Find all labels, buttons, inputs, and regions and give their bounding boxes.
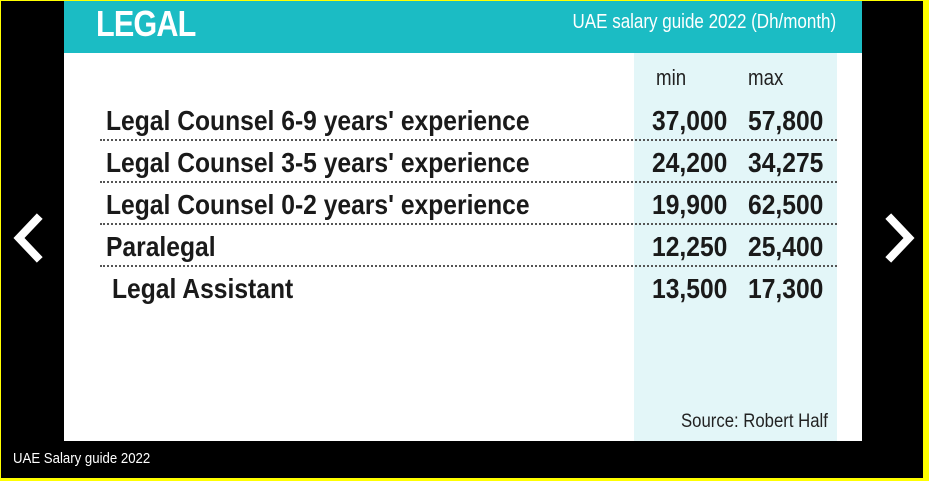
next-slide-button[interactable] (879, 213, 919, 263)
table-row: Legal Assistant 13,500 17,300 (100, 267, 837, 309)
table-row: Legal Counsel 3-5 years' experience 24,2… (100, 141, 837, 183)
slide-image: LEGAL UAE salary guide 2022 (Dh/month) m… (64, 1, 862, 441)
row-min-value: 12,250 (652, 231, 728, 262)
table-row: Paralegal 12,250 25,400 (100, 225, 837, 267)
row-label: Legal Counsel 3-5 years' experience (106, 147, 530, 178)
column-header-max: max (748, 65, 784, 90)
chevron-right-icon (885, 213, 915, 263)
table-row: Legal Counsel 0-2 years' experience 19,9… (100, 183, 837, 225)
slide-title: LEGAL (96, 3, 196, 44)
row-min-value: 13,500 (652, 273, 728, 304)
row-label: Legal Counsel 6-9 years' experience (106, 105, 530, 136)
row-label: Legal Counsel 0-2 years' experience (106, 189, 530, 220)
chevron-left-icon (13, 213, 43, 263)
slide-caption: UAE Salary guide 2022 (13, 450, 151, 467)
row-max-value: 25,400 (748, 231, 824, 262)
row-max-value: 17,300 (748, 273, 824, 304)
row-min-value: 19,900 (652, 189, 728, 220)
row-max-value: 62,500 (748, 189, 824, 220)
source-note: Source: Robert Half (681, 411, 828, 432)
row-min-value: 37,000 (652, 105, 728, 136)
values-column-background (634, 53, 837, 441)
slide-subtitle: UAE salary guide 2022 (Dh/month) (572, 11, 836, 33)
row-label: Paralegal (106, 231, 216, 262)
table-row: Legal Counsel 6-9 years' experience 37,0… (100, 99, 837, 141)
previous-slide-button[interactable] (9, 213, 49, 263)
column-header-min: min (656, 65, 687, 90)
slide-header: LEGAL UAE salary guide 2022 (Dh/month) (64, 1, 862, 53)
row-max-value: 34,275 (748, 147, 824, 178)
row-label: Legal Assistant (112, 273, 294, 304)
row-min-value: 24,200 (652, 147, 728, 178)
row-max-value: 57,800 (748, 105, 824, 136)
